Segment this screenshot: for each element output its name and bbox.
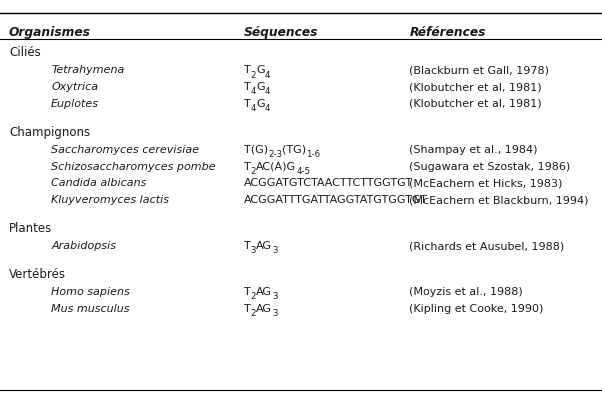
Text: 2-3: 2-3 [268, 150, 282, 159]
Text: Séquences: Séquences [244, 26, 318, 39]
Text: T: T [244, 82, 250, 92]
Text: Mus musculus: Mus musculus [51, 303, 129, 313]
Text: Ciliés: Ciliés [9, 46, 41, 59]
Text: 2: 2 [250, 71, 256, 79]
Text: T: T [244, 65, 250, 75]
Text: 3: 3 [250, 246, 256, 255]
Text: T: T [244, 241, 250, 251]
Text: 4: 4 [265, 87, 270, 96]
Text: (Moyzis et al., 1988): (Moyzis et al., 1988) [409, 286, 523, 296]
Text: AG: AG [256, 241, 272, 251]
Text: (Klobutcher et al, 1981): (Klobutcher et al, 1981) [409, 82, 542, 92]
Text: Tetrahymena: Tetrahymena [51, 65, 125, 75]
Text: 4: 4 [265, 104, 270, 113]
Text: Homo sapiens: Homo sapiens [51, 286, 130, 296]
Text: AG: AG [256, 303, 272, 313]
Text: 3: 3 [272, 292, 278, 301]
Text: AC(A)G: AC(A)G [256, 161, 296, 171]
Text: Organismes: Organismes [9, 26, 91, 39]
Text: 4: 4 [265, 71, 270, 79]
Text: (Sugawara et Szostak, 1986): (Sugawara et Szostak, 1986) [409, 161, 571, 171]
Text: (Kipling et Cooke, 1990): (Kipling et Cooke, 1990) [409, 303, 544, 313]
Text: Oxytrica: Oxytrica [51, 82, 98, 92]
Text: Champignons: Champignons [9, 126, 90, 138]
Text: 2: 2 [250, 308, 256, 317]
Text: T: T [244, 303, 250, 313]
Text: Vertébrés: Vertébrés [9, 267, 66, 280]
Text: Références: Références [409, 26, 486, 39]
Text: (McEachern et Hicks, 1983): (McEachern et Hicks, 1983) [409, 178, 563, 188]
Text: 1-6: 1-6 [306, 150, 320, 159]
Text: G: G [256, 82, 265, 92]
Text: (Shampay et al., 1984): (Shampay et al., 1984) [409, 144, 538, 154]
Text: 4: 4 [250, 104, 256, 113]
Text: (McEachern et Blackburn, 1994): (McEachern et Blackburn, 1994) [409, 195, 589, 205]
Text: Plantes: Plantes [9, 221, 52, 235]
Text: 3: 3 [272, 308, 278, 317]
Text: (Blackburn et Gall, 1978): (Blackburn et Gall, 1978) [409, 65, 550, 75]
Text: AG: AG [256, 286, 272, 296]
Text: G: G [256, 99, 265, 109]
Text: (Klobutcher et al, 1981): (Klobutcher et al, 1981) [409, 99, 542, 109]
Text: Candida albicans: Candida albicans [51, 178, 146, 188]
Text: 3: 3 [272, 246, 278, 255]
Text: Saccharomyces cerevisiae: Saccharomyces cerevisiae [51, 144, 199, 154]
Text: (TG): (TG) [282, 144, 306, 154]
Text: ACGGATGTCTAACTTCTTGGTGT: ACGGATGTCTAACTTCTTGGTGT [244, 178, 413, 188]
Text: T(G): T(G) [244, 144, 268, 154]
Text: 4-5: 4-5 [296, 166, 310, 176]
Text: T: T [244, 99, 250, 109]
Text: 2: 2 [250, 166, 256, 176]
Text: Kluyveromyces lactis: Kluyveromyces lactis [51, 195, 169, 205]
Text: 4: 4 [250, 87, 256, 96]
Text: Schizosaccharomyces pombe: Schizosaccharomyces pombe [51, 161, 216, 171]
Text: 2: 2 [250, 292, 256, 301]
Text: T: T [244, 286, 250, 296]
Text: Euplotes: Euplotes [51, 99, 99, 109]
Text: ACGGATTTGATTAGGTATGTGGTGT: ACGGATTTGATTAGGTATGTGGTGT [244, 195, 427, 205]
Text: T: T [244, 161, 250, 171]
Text: Arabidopsis: Arabidopsis [51, 241, 116, 251]
Text: (Richards et Ausubel, 1988): (Richards et Ausubel, 1988) [409, 241, 565, 251]
Text: G: G [256, 65, 265, 75]
